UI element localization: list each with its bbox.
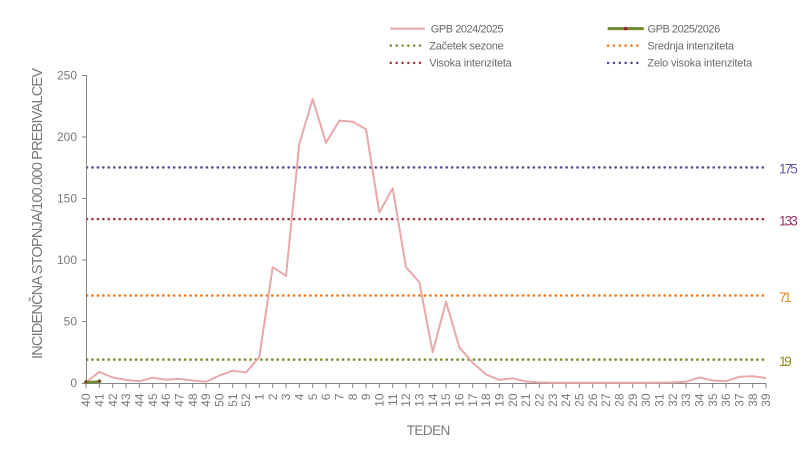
svg-text:42: 42 <box>106 393 120 407</box>
svg-text:GPB 2025/2026: GPB 2025/2026 <box>648 24 721 36</box>
svg-text:32: 32 <box>666 393 680 407</box>
svg-text:24: 24 <box>559 393 573 407</box>
svg-text:26: 26 <box>586 393 600 407</box>
svg-text:30: 30 <box>639 393 653 407</box>
svg-text:44: 44 <box>133 393 147 407</box>
svg-text:100: 100 <box>57 253 77 267</box>
svg-text:46: 46 <box>159 393 173 407</box>
svg-text:41: 41 <box>93 393 107 407</box>
svg-text:23: 23 <box>546 393 560 407</box>
svg-text:3: 3 <box>279 393 293 400</box>
svg-text:49: 49 <box>199 393 213 407</box>
svg-text:9: 9 <box>359 393 373 400</box>
svg-text:37: 37 <box>733 393 747 407</box>
svg-text:Začetek sezone: Začetek sezone <box>429 40 504 52</box>
svg-text:6: 6 <box>319 393 333 400</box>
svg-text:28: 28 <box>613 393 627 407</box>
svg-text:TEDEN: TEDEN <box>407 423 451 438</box>
svg-text:27: 27 <box>599 393 613 407</box>
svg-text:10: 10 <box>373 393 387 407</box>
svg-text:0: 0 <box>70 376 77 390</box>
svg-text:47: 47 <box>173 393 187 407</box>
svg-text:45: 45 <box>146 393 160 407</box>
svg-text:GPB 2024/2025: GPB 2024/2025 <box>431 24 504 36</box>
svg-text:8: 8 <box>346 393 360 400</box>
svg-text:36: 36 <box>719 393 733 407</box>
svg-text:20: 20 <box>506 393 520 407</box>
svg-text:11: 11 <box>386 393 400 406</box>
svg-text:INCIDENČNA STOPNJA/100.000 PRE: INCIDENČNA STOPNJA/100.000 PREBIVALCEV <box>29 68 46 359</box>
svg-text:17: 17 <box>466 393 480 407</box>
svg-text:13: 13 <box>413 393 427 407</box>
svg-text:25: 25 <box>573 393 587 407</box>
svg-text:33: 33 <box>679 393 693 407</box>
svg-text:200: 200 <box>57 130 77 144</box>
svg-text:34: 34 <box>693 393 707 407</box>
svg-text:133: 133 <box>779 213 798 228</box>
svg-text:14: 14 <box>426 393 440 407</box>
svg-text:175: 175 <box>779 162 798 177</box>
svg-text:150: 150 <box>57 192 77 206</box>
svg-text:22: 22 <box>533 393 547 407</box>
svg-text:Visoka intenziteta: Visoka intenziteta <box>429 58 512 70</box>
svg-text:12: 12 <box>399 393 413 407</box>
svg-text:50: 50 <box>64 315 78 329</box>
svg-text:19: 19 <box>493 393 507 407</box>
svg-text:2: 2 <box>266 393 280 400</box>
svg-text:250: 250 <box>57 69 77 83</box>
svg-text:71: 71 <box>779 290 792 305</box>
svg-text:7: 7 <box>333 393 347 400</box>
svg-text:16: 16 <box>453 393 467 407</box>
svg-text:15: 15 <box>439 393 453 407</box>
svg-text:31: 31 <box>653 393 667 407</box>
svg-text:Zelo visoka intenziteta: Zelo visoka intenziteta <box>647 58 753 70</box>
svg-text:52: 52 <box>239 393 253 407</box>
svg-text:1: 1 <box>253 393 267 400</box>
svg-text:21: 21 <box>519 393 533 407</box>
svg-text:40: 40 <box>79 393 93 407</box>
svg-text:5: 5 <box>306 393 320 400</box>
svg-text:50: 50 <box>213 393 227 407</box>
svg-text:18: 18 <box>479 393 493 407</box>
svg-text:51: 51 <box>226 393 240 407</box>
svg-text:43: 43 <box>119 393 133 407</box>
svg-text:38: 38 <box>746 393 760 407</box>
svg-text:29: 29 <box>626 393 640 407</box>
svg-text:48: 48 <box>186 393 200 407</box>
svg-text:4: 4 <box>293 393 307 400</box>
svg-text:Srednja intenziteta: Srednja intenziteta <box>647 40 734 52</box>
svg-text:35: 35 <box>706 393 720 407</box>
svg-text:39: 39 <box>759 393 773 407</box>
svg-text:19: 19 <box>779 354 792 369</box>
